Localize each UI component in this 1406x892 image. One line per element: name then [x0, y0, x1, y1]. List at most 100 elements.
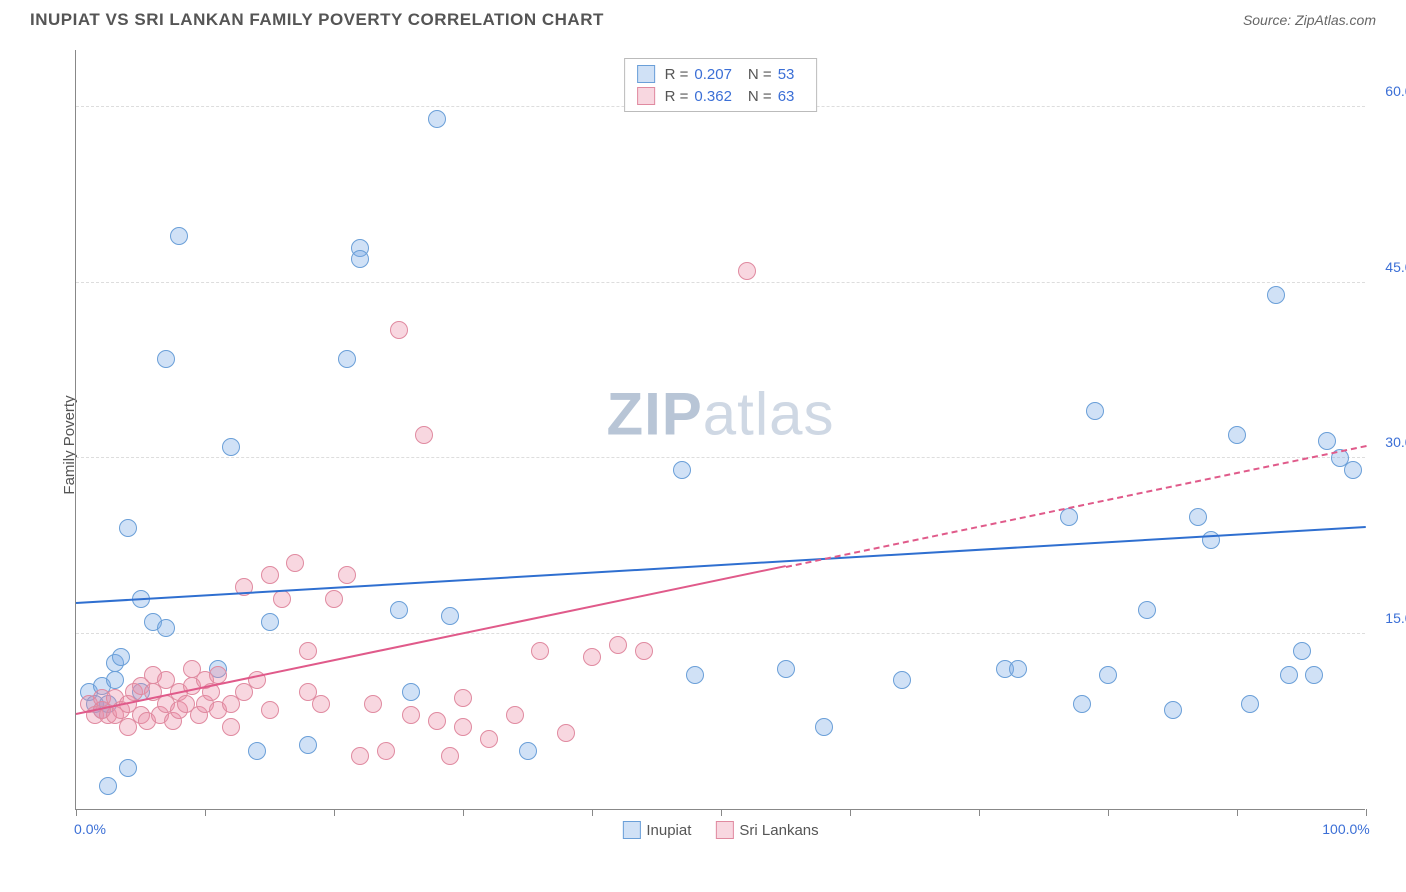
- legend-row: R = 0.362 N = 63: [637, 85, 805, 107]
- data-point-srilankans: [351, 747, 369, 765]
- data-point-srilankans: [222, 718, 240, 736]
- legend-n-label: N =: [748, 88, 772, 105]
- data-point-inupiat: [519, 742, 537, 760]
- x-tick: [721, 809, 722, 816]
- legend-swatch: [715, 821, 733, 839]
- x-tick: [463, 809, 464, 816]
- legend-swatch: [637, 65, 655, 83]
- data-point-srilankans: [609, 636, 627, 654]
- chart-title: INUPIAT VS SRI LANKAN FAMILY POVERTY COR…: [30, 10, 604, 30]
- data-point-inupiat: [222, 438, 240, 456]
- y-tick-label: 15.0%: [1370, 610, 1406, 626]
- data-point-inupiat: [1228, 426, 1246, 444]
- legend-n-value: 53: [778, 66, 795, 83]
- legend-swatch: [622, 821, 640, 839]
- x-tick: [850, 809, 851, 816]
- grid-line: [76, 633, 1365, 634]
- data-point-inupiat: [351, 250, 369, 268]
- data-point-inupiat: [1344, 461, 1362, 479]
- data-point-inupiat: [157, 619, 175, 637]
- legend-item: Inupiat: [622, 821, 691, 839]
- data-point-srilankans: [364, 695, 382, 713]
- data-point-inupiat: [1060, 508, 1078, 526]
- data-point-inupiat: [1009, 660, 1027, 678]
- data-point-srilankans: [377, 742, 395, 760]
- x-tick-label: 100.0%: [1322, 821, 1369, 837]
- data-point-srilankans: [299, 642, 317, 660]
- data-point-srilankans: [454, 689, 472, 707]
- data-point-inupiat: [1267, 286, 1285, 304]
- grid-line: [76, 282, 1365, 283]
- data-point-srilankans: [583, 648, 601, 666]
- data-point-srilankans: [261, 701, 279, 719]
- data-point-srilankans: [390, 321, 408, 339]
- data-point-srilankans: [415, 426, 433, 444]
- legend-n-label: N =: [748, 66, 772, 83]
- x-tick: [1366, 809, 1367, 816]
- data-point-srilankans: [480, 730, 498, 748]
- data-point-inupiat: [1164, 701, 1182, 719]
- legend-swatch: [637, 87, 655, 105]
- legend-r-value: 0.207: [694, 66, 732, 83]
- data-point-srilankans: [273, 590, 291, 608]
- plot-area: ZIPatlas R =0.207N =53R =0.362N =63 Inup…: [75, 50, 1365, 810]
- data-point-inupiat: [106, 671, 124, 689]
- data-point-inupiat: [1138, 601, 1156, 619]
- data-point-srilankans: [635, 642, 653, 660]
- y-tick-label: 45.0%: [1370, 259, 1406, 275]
- x-tick: [979, 809, 980, 816]
- data-point-inupiat: [299, 736, 317, 754]
- data-point-srilankans: [261, 566, 279, 584]
- legend-item: Sri Lankans: [715, 821, 818, 839]
- data-point-inupiat: [119, 519, 137, 537]
- data-point-inupiat: [686, 666, 704, 684]
- data-point-inupiat: [777, 660, 795, 678]
- trend-line: [785, 445, 1366, 568]
- data-point-inupiat: [248, 742, 266, 760]
- legend-r-label: R =: [665, 66, 689, 83]
- chart-header: INUPIAT VS SRI LANKAN FAMILY POVERTY COR…: [0, 0, 1406, 36]
- data-point-inupiat: [1318, 432, 1336, 450]
- data-point-inupiat: [815, 718, 833, 736]
- legend-label: Inupiat: [646, 822, 691, 839]
- data-point-inupiat: [673, 461, 691, 479]
- data-point-srilankans: [531, 642, 549, 660]
- data-point-inupiat: [1086, 402, 1104, 420]
- data-point-inupiat: [402, 683, 420, 701]
- legend-row: R = 0.207 N = 53: [637, 63, 805, 85]
- source-attribution: Source: ZipAtlas.com: [1243, 12, 1376, 28]
- data-point-inupiat: [1305, 666, 1323, 684]
- data-point-srilankans: [428, 712, 446, 730]
- data-point-srilankans: [286, 554, 304, 572]
- data-point-inupiat: [428, 110, 446, 128]
- data-point-inupiat: [390, 601, 408, 619]
- legend-label: Sri Lankans: [739, 822, 818, 839]
- data-point-inupiat: [441, 607, 459, 625]
- legend-n-value: 63: [778, 88, 795, 105]
- data-point-srilankans: [209, 666, 227, 684]
- chart-container: Family Poverty ZIPatlas R =0.207N =53R =…: [30, 40, 1380, 850]
- legend-r-value: 0.362: [694, 88, 732, 105]
- data-point-inupiat: [338, 350, 356, 368]
- data-point-inupiat: [1073, 695, 1091, 713]
- data-point-srilankans: [338, 566, 356, 584]
- x-tick: [1108, 809, 1109, 816]
- data-point-inupiat: [1099, 666, 1117, 684]
- data-point-inupiat: [157, 350, 175, 368]
- data-point-srilankans: [506, 706, 524, 724]
- correlation-legend: R = 0.207 N = 53 R = 0.362 N = 63: [624, 58, 818, 112]
- data-point-inupiat: [1293, 642, 1311, 660]
- x-tick: [1237, 809, 1238, 816]
- data-point-inupiat: [99, 777, 117, 795]
- data-point-srilankans: [738, 262, 756, 280]
- series-legend: Inupiat Sri Lankans: [622, 821, 818, 839]
- grid-line: [76, 457, 1365, 458]
- x-tick-label: 0.0%: [74, 821, 106, 837]
- y-tick-label: 30.0%: [1370, 434, 1406, 450]
- legend-r-label: R =: [665, 88, 689, 105]
- data-point-srilankans: [402, 706, 420, 724]
- data-point-inupiat: [893, 671, 911, 689]
- data-point-inupiat: [1241, 695, 1259, 713]
- data-point-srilankans: [325, 590, 343, 608]
- data-point-inupiat: [1280, 666, 1298, 684]
